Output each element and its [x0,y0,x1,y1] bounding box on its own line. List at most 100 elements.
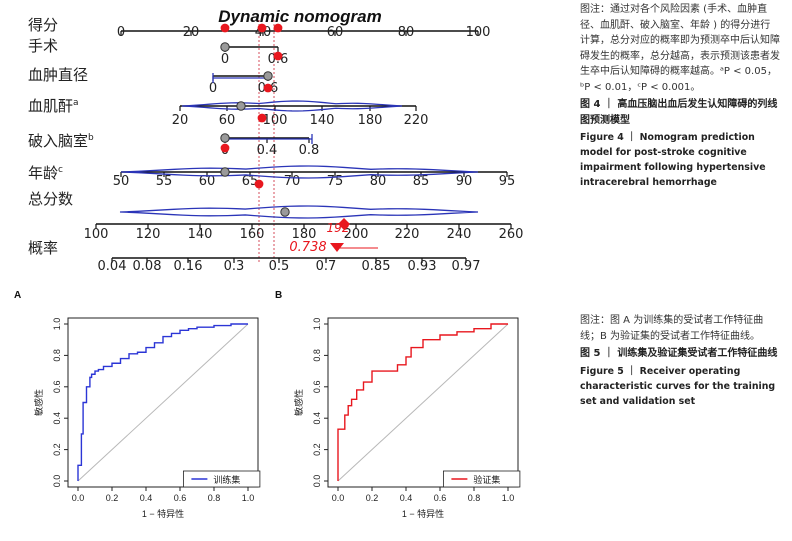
tick-label: 0 [209,81,217,96]
y-tick-label: 0.2 [52,443,62,456]
y-tick-label: 0.0 [52,475,62,488]
plot-frame [327,317,519,488]
tick-label: 0.97 [452,259,481,274]
covariate-point [263,71,273,81]
y-tick-label: 0.8 [312,349,322,362]
covariate-point [236,101,246,111]
y-tick-label: 0.6 [312,381,322,394]
tick-label: 60 [219,113,236,128]
score-point [273,23,283,33]
x-tick-label: 0.0 [332,493,345,503]
row-label: 破入脑室b [28,132,94,150]
row-label-superscript: c [58,165,63,175]
figure-5-caption: 图注：图 A 为训练集的受试者工作特征曲线；B 为验证集的受试者工作特征曲线。 … [580,313,780,409]
row-label: 总分数 [28,190,73,208]
figure-4-note: 图注：通过对各个风险因素 (手术、血肿直径、血肌酐、破入脑室、年龄 ) 的得分进… [580,4,780,77]
legend-box [442,470,521,488]
tick-label: 50 [113,174,130,189]
roc-curve-训练集 [77,323,248,481]
score-point [257,113,267,123]
row-label: 手术 [28,37,58,55]
nomogram-row-7: 总分数 100 120 140 160 180 200 220 240 260 [28,190,523,242]
panel-label-b: B [275,290,283,301]
tick-label: 70 [284,174,301,189]
x-axis-label: 1 − 特异性 [142,508,184,519]
tick-label: 95 [499,174,516,189]
score-point [263,83,273,93]
probability-label: 0.738 [289,240,326,255]
x-tick-label: 0.4 [400,493,413,503]
reference-diagonal [77,323,249,482]
roc-panel-b: 0.0 0.0 0.2 0.2 0.4 0.4 0.6 0.6 0.8 0.8 1.0 1.0 1 − … [293,317,521,519]
tick-label: 100 [263,113,288,128]
nomogram-row-3: 血肿直径00.6 [28,66,278,96]
y-tick-label: 0.2 [312,443,322,456]
tick-label: 260 [499,227,524,242]
y-tick-label: 0.4 [52,412,62,425]
x-tick-label: 0.0 [72,493,85,503]
y-tick-label: 0.0 [312,475,322,488]
figure-4-caption: 图注：通过对各个风险因素 (手术、血肿直径、血肌酐、破入脑室、年龄 ) 的得分进… [580,2,780,190]
roc-curve-验证集 [337,323,508,481]
figure-4-title-zh: 图 4 ｜ 高血压脑出血后发生认知障碍的列线图预测模型 [580,99,778,126]
row-label: 血肌酐a [28,97,79,115]
tick-label: 90 [456,174,473,189]
y-tick-label: 1.0 [52,318,62,331]
row-label: 年龄c [28,164,63,182]
tick-label: 85 [413,174,430,189]
nomogram-row-8: 概率 0.04 0.08 0.16 0.3 0.5 0.7 0.85 0.93 0.97 [28,239,480,274]
roc-panel-a: 0.0 0.0 0.2 0.2 0.4 0.4 0.6 0.6 0.8 0.8 1.0 1.0 1 − … [33,317,261,519]
tick-label: 140 [310,113,335,128]
row-label: 血肿直径 [28,66,88,84]
tick-label: 0.08 [133,259,162,274]
figure-5-title-en: Figure 5 ｜ Receiver operating characteri… [580,365,776,407]
y-tick-label: 0.6 [52,381,62,394]
x-axis-label: 1 − 特异性 [402,508,444,519]
tick-label: 55 [156,174,173,189]
y-tick-label: 0.8 [52,349,62,362]
tick-label: 0 [117,25,125,40]
x-tick-label: 0.2 [366,493,379,503]
x-tick-label: 0.2 [106,493,119,503]
covariate-point [280,207,290,217]
tick-label: 240 [447,227,472,242]
tick-label: 200 [344,227,369,242]
covariate-point [220,167,230,177]
tick-label: 0.7 [316,259,337,274]
x-tick-label: 0.6 [434,493,447,503]
tick-label: 180 [292,227,317,242]
tick-label: 120 [136,227,161,242]
tick-label: 80 [370,174,387,189]
tick-label: 0 [221,52,229,67]
x-tick-label: 0.6 [174,493,187,503]
tick-label: 20 [183,25,200,40]
score-point [220,23,230,33]
nomogram-row-2: 手术00.6 [28,37,288,67]
nomogram-row-1: 得分 0 20 40 60 80 100 [28,16,490,40]
legend-box [182,470,261,488]
figure-4-title-en: Figure 4 ｜ Nomogram prediction model for… [580,132,766,188]
tick-label: 0.16 [174,259,203,274]
tick-label: 100 [84,227,109,242]
total-score-label: 192 [327,221,350,235]
nomogram-row-4: 血肌酐a 20 60 100 140 180 220 [28,97,428,128]
tick-label: 220 [395,227,420,242]
tick-label: 60 [327,25,344,40]
tick-label: 160 [240,227,265,242]
legend-label: 训练集 [213,474,240,485]
row-label-superscript: a [73,98,79,108]
tick-label: 220 [404,113,429,128]
row-label: 概率 [28,239,58,257]
tick-label: 0.3 [224,259,245,274]
nomogram-row-5: 破入脑室b00.40.8 [28,132,319,158]
total-score-marker [338,218,350,230]
y-tick-label: 1.0 [312,318,322,331]
tick-label: 100 [466,25,491,40]
y-axis-label: 敏感性 [33,389,44,416]
y-tick-label: 0.4 [312,412,322,425]
tick-label: 0.04 [98,259,127,274]
tick-label: 0.5 [269,259,290,274]
tick-label: 0.8 [299,143,320,158]
